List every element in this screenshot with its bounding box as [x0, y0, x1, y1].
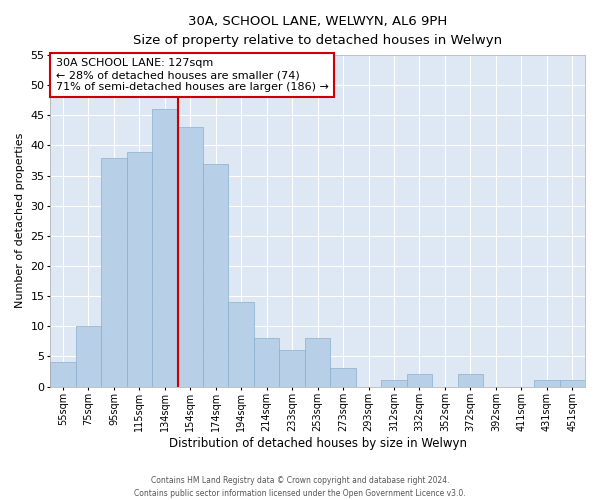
Text: 30A SCHOOL LANE: 127sqm
← 28% of detached houses are smaller (74)
71% of semi-de: 30A SCHOOL LANE: 127sqm ← 28% of detache… — [56, 58, 328, 92]
Text: Contains HM Land Registry data © Crown copyright and database right 2024.
Contai: Contains HM Land Registry data © Crown c… — [134, 476, 466, 498]
Bar — [101, 158, 127, 386]
Bar — [280, 350, 305, 386]
Bar — [331, 368, 356, 386]
Bar — [229, 302, 254, 386]
Bar — [534, 380, 560, 386]
Bar — [152, 110, 178, 386]
Bar — [127, 152, 152, 386]
Bar — [76, 326, 101, 386]
Bar — [381, 380, 407, 386]
Bar — [254, 338, 280, 386]
Bar — [458, 374, 483, 386]
Bar — [407, 374, 432, 386]
Bar — [50, 362, 76, 386]
Title: 30A, SCHOOL LANE, WELWYN, AL6 9PH
Size of property relative to detached houses i: 30A, SCHOOL LANE, WELWYN, AL6 9PH Size o… — [133, 15, 502, 47]
Bar — [560, 380, 585, 386]
Y-axis label: Number of detached properties: Number of detached properties — [15, 133, 25, 308]
X-axis label: Distribution of detached houses by size in Welwyn: Distribution of detached houses by size … — [169, 437, 467, 450]
Bar — [178, 128, 203, 386]
Bar — [305, 338, 331, 386]
Bar — [203, 164, 229, 386]
